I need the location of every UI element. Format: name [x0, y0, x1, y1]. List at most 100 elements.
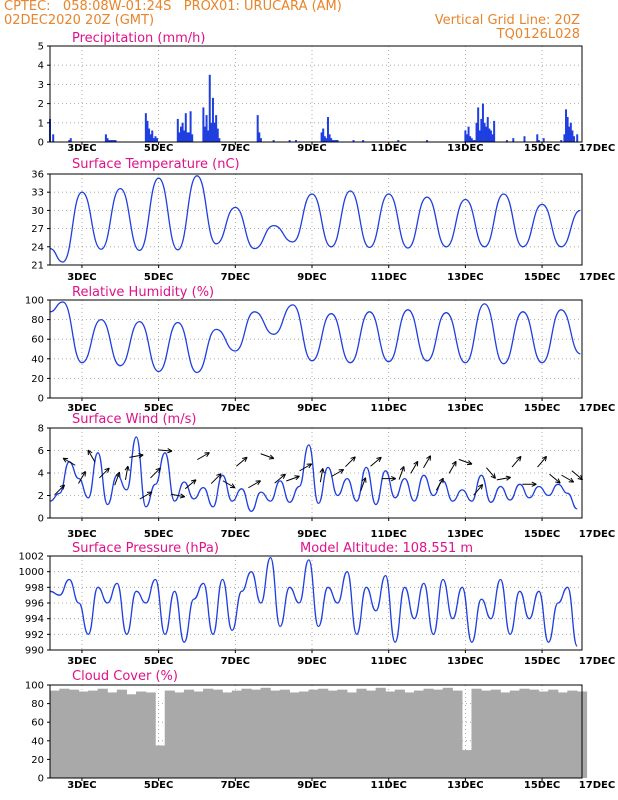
precip-bar	[480, 118, 483, 142]
wind-arrow-shaft	[54, 484, 65, 496]
wind-arrow	[458, 458, 473, 466]
precip-bar	[477, 107, 480, 142]
wind-arrow-shaft	[511, 456, 522, 468]
y-tick-label: 1000	[19, 567, 44, 578]
y-tick-label: 8	[38, 424, 44, 435]
wind-arrow-head	[115, 471, 120, 476]
wind-arrow-head	[322, 468, 325, 474]
precip-bar	[536, 134, 539, 142]
precip-bar	[523, 136, 526, 142]
precip-bar	[478, 130, 481, 142]
precip-bar	[320, 132, 323, 142]
x-tick-label: 3DEC	[67, 403, 96, 414]
wind-arrow-shaft	[370, 456, 382, 467]
panel-title: Relative Humidity (%)	[72, 285, 214, 300]
cloud-bar	[135, 691, 147, 778]
x-tick-label: 7DEC	[221, 403, 250, 414]
x-tick-label: 7DEC	[221, 780, 250, 791]
cloud-bar	[404, 692, 415, 778]
wind-arrow-head	[365, 477, 367, 483]
cloud-bar	[250, 689, 262, 778]
wind-arrow-shaft	[62, 457, 76, 466]
panel-title: Surface Wind (m/s)	[72, 412, 196, 427]
x-tick-label: 11DEC	[370, 272, 406, 283]
x-tick-label: 17DEC	[579, 143, 615, 154]
wind-arrow	[286, 475, 300, 482]
x-tick-label: 11DEC	[370, 403, 406, 414]
cloud-bar	[557, 692, 568, 778]
cloud-bar	[423, 688, 434, 778]
precip-bar	[560, 140, 563, 142]
wind-arrow	[331, 469, 345, 477]
wind-arrow	[448, 460, 457, 474]
wind-arrow	[549, 473, 561, 484]
wind-arrow-head	[490, 475, 496, 479]
wind-arrow-shaft	[222, 480, 236, 489]
wind-arrow-head	[148, 491, 153, 497]
wind-arrow	[78, 471, 86, 484]
y-tick-label: 60	[31, 718, 44, 729]
cloud-bar	[193, 691, 204, 778]
wind-arrow	[99, 467, 110, 479]
x-tick-label: 11DEC	[370, 780, 406, 791]
wind-arrow-shaft	[423, 455, 431, 469]
wind-arrow-shaft	[197, 452, 210, 461]
precip-bar	[149, 134, 152, 142]
wind-arrow	[381, 475, 396, 482]
wind-arrow-shaft	[345, 456, 356, 468]
wind-arrow-shaft	[286, 475, 300, 482]
wind-arrow-head	[155, 467, 161, 471]
cloud-bar	[78, 691, 89, 778]
cloud-bar	[548, 689, 559, 778]
x-tick-label: 17DEC	[579, 529, 615, 540]
cloud-bar	[490, 689, 501, 778]
wind-arrow-head	[516, 455, 522, 459]
x-tick-label: 17DEC	[579, 780, 615, 791]
wind-arrow-head	[244, 457, 248, 463]
precip-bar	[573, 136, 576, 142]
y-tick-label: 1002	[19, 552, 44, 563]
wind-arrow-shaft	[170, 493, 185, 498]
wind-arrow-head	[118, 471, 121, 478]
precip-bar	[512, 138, 515, 142]
cloud-bar	[500, 692, 511, 778]
x-tick-label: 9DEC	[297, 656, 326, 667]
cloud-bar	[289, 692, 300, 778]
wind-arrow-head	[180, 493, 185, 498]
panel-6: 0 20 40 60 80 100 3DEC 5DEC 7DEC 9DEC 11DEC 13DEC 15…	[25, 669, 615, 791]
cloud-bar	[509, 690, 520, 778]
wind-arrow-shaft	[139, 491, 153, 500]
precip-bar	[108, 140, 111, 142]
wind-arrow-head	[107, 467, 110, 473]
x-tick-label: 15DEC	[524, 529, 560, 540]
wind-arrow-head	[505, 475, 511, 478]
precip-bar	[187, 132, 190, 142]
precip-bar	[483, 122, 486, 142]
wind-arrow-head	[294, 475, 300, 477]
wind-arrow-shaft	[458, 458, 473, 465]
precip-bar	[203, 126, 206, 142]
precip-bar	[207, 130, 210, 142]
wind-arrow-shaft	[158, 449, 173, 452]
x-tick-label: 3DEC	[67, 656, 96, 667]
wind-arrow-head	[438, 477, 444, 482]
y-tick-label: 2	[38, 99, 44, 110]
cloud-bar	[260, 687, 271, 778]
wind-arrow-head	[270, 454, 275, 459]
cloud-bar	[116, 689, 127, 778]
panel-2: 21 24 27 30 33 36 3DEC 5DEC 7DEC 9DEC 11DEC 13DEC 15…	[31, 157, 615, 283]
wind-arrow	[423, 455, 432, 469]
cloud-bar	[59, 688, 70, 778]
precip-bar	[210, 122, 213, 142]
x-tick-label: 17DEC	[579, 656, 615, 667]
precip-bar	[576, 134, 579, 142]
precip-bar	[336, 140, 339, 142]
cloud-bar	[97, 688, 108, 778]
wind-arrow-head	[451, 460, 457, 465]
x-tick-label: 9DEC	[297, 780, 326, 791]
x-tick-label: 13DEC	[447, 272, 483, 283]
wind-arrow-head	[477, 484, 483, 488]
cloud-bar	[394, 689, 405, 778]
wind-arrow-shaft	[486, 467, 496, 479]
